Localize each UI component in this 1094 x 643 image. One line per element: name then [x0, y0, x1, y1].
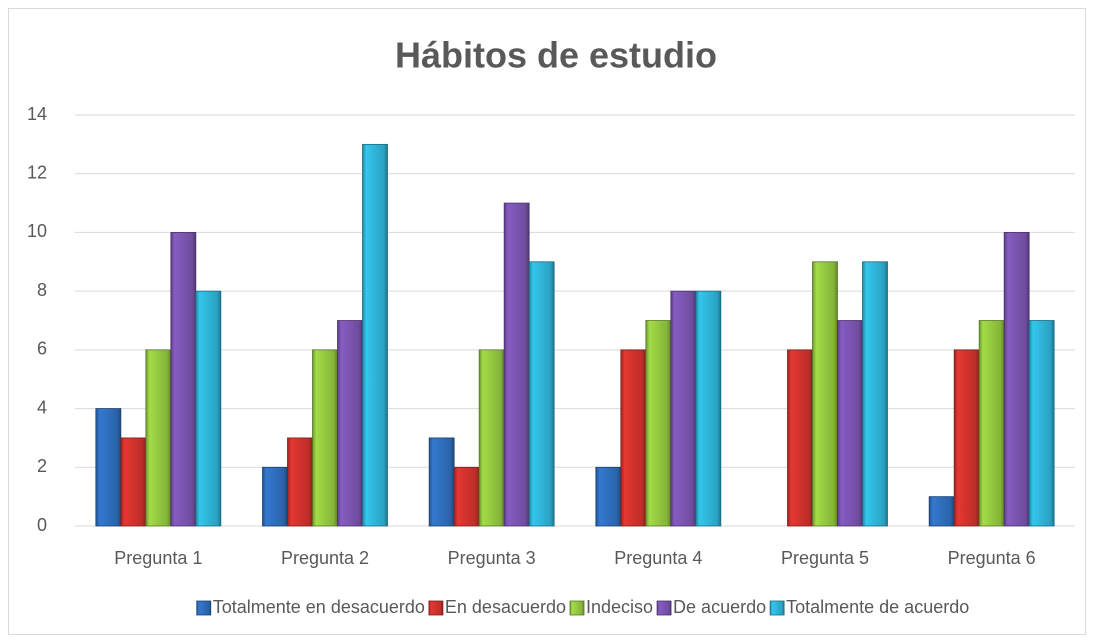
bar [145, 349, 172, 527]
legend-label: Totalmente en desacuerdo [213, 597, 425, 617]
bar [337, 320, 363, 527]
x-tick-label: Pregunta 2 [281, 548, 369, 568]
bar [312, 349, 338, 527]
y-tick-label: 12 [27, 162, 47, 182]
bar [195, 290, 222, 527]
bar [1003, 232, 1030, 527]
chart-title: Hábitos de estudio [395, 35, 717, 76]
bar [503, 202, 530, 527]
bar [170, 232, 197, 527]
y-tick-label: 6 [37, 339, 47, 359]
bar [595, 466, 622, 527]
legend-swatch [428, 600, 444, 616]
bar [428, 437, 455, 527]
bar [287, 437, 313, 527]
legend-label: De acuerdo [673, 597, 766, 617]
bar [1028, 320, 1055, 527]
legend-swatch [569, 600, 585, 616]
bar [953, 349, 980, 527]
bar [528, 261, 555, 527]
x-tick-label: Pregunta 3 [448, 548, 536, 568]
bar [695, 290, 722, 527]
bar [787, 349, 813, 527]
x-tick-label: Pregunta 4 [614, 548, 702, 568]
y-tick-label: 4 [37, 397, 47, 417]
y-tick-label: 10 [27, 221, 47, 241]
bar [478, 349, 505, 527]
legend-swatch [769, 600, 785, 616]
bar [453, 466, 480, 527]
bar [645, 320, 672, 527]
bar [862, 261, 888, 527]
bar [928, 496, 955, 527]
legend-label: Indeciso [586, 597, 653, 617]
x-tick-label: Pregunta 1 [114, 548, 202, 568]
x-tick-label: Pregunta 5 [781, 548, 869, 568]
legend-swatch [656, 600, 672, 616]
x-tick-label: Pregunta 6 [948, 548, 1036, 568]
bar [670, 290, 697, 527]
y-tick-label: 8 [37, 280, 47, 300]
bar [95, 408, 122, 527]
legend-swatch [196, 600, 212, 616]
y-tick-label: 0 [37, 515, 47, 535]
legend-label: En desacuerdo [445, 597, 566, 617]
legend-label: Totalmente de acuerdo [786, 597, 969, 617]
bar [620, 349, 647, 527]
bar [978, 320, 1005, 527]
y-tick-label: 2 [37, 456, 47, 476]
bar [262, 466, 288, 527]
bar [837, 320, 863, 527]
bar [120, 437, 147, 527]
y-tick-label: 14 [27, 104, 47, 124]
bar [812, 261, 838, 527]
bar [362, 143, 388, 527]
